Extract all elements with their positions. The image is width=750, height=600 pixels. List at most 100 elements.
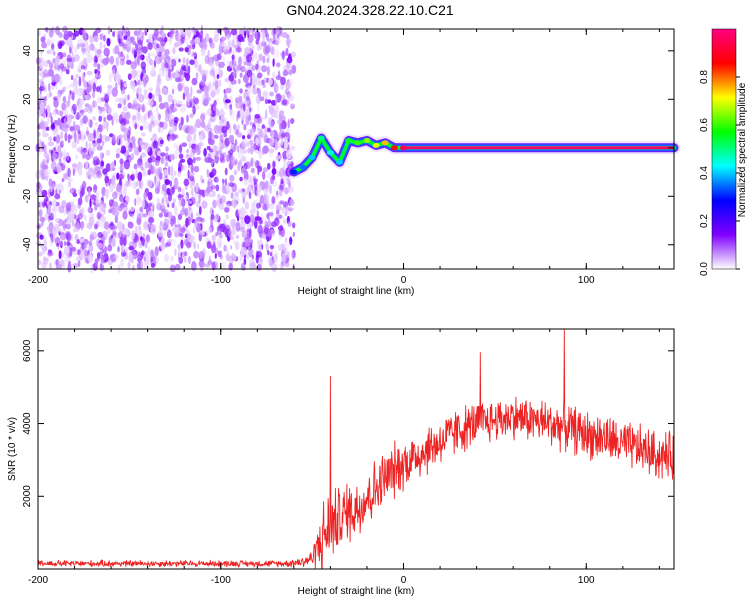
noise-speckle <box>114 215 119 224</box>
noise-speckle <box>100 97 107 102</box>
noise-speckle <box>141 166 144 171</box>
noise-speckle <box>158 45 165 54</box>
noise-speckle <box>169 153 173 160</box>
noise-speckle <box>210 184 216 190</box>
noise-speckle <box>171 164 174 174</box>
noise-speckle <box>253 264 257 269</box>
noise-speckle <box>159 139 164 145</box>
noise-speckle <box>190 212 194 221</box>
noise-speckle <box>62 96 67 103</box>
noise-speckle <box>290 161 294 169</box>
noise-speckle <box>150 262 155 268</box>
noise-speckle <box>226 256 230 261</box>
noise-speckle <box>152 149 156 158</box>
noise-speckle <box>261 146 266 155</box>
noise-speckle <box>140 152 147 158</box>
noise-speckle <box>248 248 254 258</box>
noise-speckle <box>172 198 177 204</box>
noise-speckle <box>39 62 43 69</box>
noise-speckle <box>118 38 122 44</box>
noise-speckle <box>36 151 41 157</box>
noise-speckle <box>49 239 52 247</box>
noise-speckle <box>137 79 141 86</box>
noise-speckle <box>281 207 287 215</box>
noise-speckle <box>65 69 70 75</box>
noise-speckle <box>208 121 212 126</box>
spectrogram-trace <box>287 131 681 179</box>
noise-speckle <box>102 203 107 209</box>
noise-speckle <box>80 221 84 231</box>
noise-speckle <box>99 159 104 170</box>
noise-speckle <box>227 40 232 49</box>
noise-speckle <box>249 259 256 264</box>
noise-speckle <box>136 86 143 95</box>
noise-speckle <box>68 93 71 103</box>
noise-speckle <box>103 47 110 57</box>
noise-speckle <box>120 226 125 233</box>
noise-speckle <box>207 177 213 186</box>
noise-speckle <box>68 260 71 265</box>
noise-speckle <box>158 55 163 64</box>
noise-speckle <box>165 241 172 247</box>
noise-speckle <box>225 87 232 94</box>
noise-speckle <box>249 228 252 238</box>
noise-speckle <box>100 216 107 223</box>
noise-speckle <box>48 28 54 38</box>
noise-speckle <box>92 143 97 148</box>
noise-speckle <box>177 194 184 199</box>
noise-speckle <box>101 206 104 213</box>
noise-speckle <box>132 41 137 46</box>
noise-speckle <box>245 252 250 260</box>
noise-speckle <box>111 134 116 144</box>
noise-speckle <box>200 113 206 121</box>
noise-speckle <box>168 135 171 143</box>
noise-speckle <box>192 96 196 102</box>
noise-speckle <box>164 243 168 248</box>
noise-speckle <box>132 229 135 240</box>
noise-speckle <box>211 104 217 114</box>
noise-speckle <box>120 138 123 146</box>
noise-speckle <box>264 125 268 135</box>
noise-speckle <box>243 103 246 112</box>
noise-speckle <box>235 234 240 239</box>
noise-speckle <box>190 86 193 97</box>
noise-speckle <box>119 165 125 171</box>
noise-speckle <box>196 243 200 250</box>
noise-speckle <box>141 106 145 112</box>
noise-speckle <box>291 155 294 163</box>
noise-speckle <box>124 111 131 120</box>
noise-speckle <box>247 108 250 116</box>
noise-speckle <box>93 166 98 176</box>
noise-speckle <box>218 61 225 68</box>
noise-speckle <box>79 238 86 243</box>
noise-speckle <box>94 204 98 211</box>
x-tick-label: 100 <box>578 275 595 286</box>
noise-speckle <box>64 218 68 223</box>
noise-speckle <box>284 261 290 268</box>
noise-speckle <box>93 61 98 68</box>
noise-speckle <box>229 46 232 53</box>
noise-speckle <box>237 110 241 118</box>
noise-speckle <box>43 257 49 265</box>
spectrogram-x-label: Height of straight line (km) <box>298 286 415 297</box>
noise-speckle <box>273 217 280 227</box>
noise-speckle <box>231 198 238 208</box>
noise-speckle <box>250 76 253 86</box>
noise-speckle <box>200 218 205 223</box>
noise-speckle <box>263 77 268 84</box>
noise-speckle <box>103 206 106 215</box>
colorbar-ticks: 0.0 0.2 0.4 0.6 0.8 <box>699 70 740 276</box>
noise-speckle <box>280 260 284 271</box>
noise-speckle <box>121 88 125 95</box>
x-tick-label: -100 <box>211 275 231 286</box>
noise-speckle <box>146 179 153 188</box>
noise-speckle <box>164 116 168 122</box>
noise-speckle <box>68 62 73 67</box>
noise-speckle <box>126 112 129 118</box>
trace-point <box>354 140 362 146</box>
noise-speckle <box>120 123 125 132</box>
noise-speckle <box>53 64 60 71</box>
noise-speckle <box>182 205 185 213</box>
noise-speckle <box>166 199 169 205</box>
noise-speckle <box>218 45 223 55</box>
